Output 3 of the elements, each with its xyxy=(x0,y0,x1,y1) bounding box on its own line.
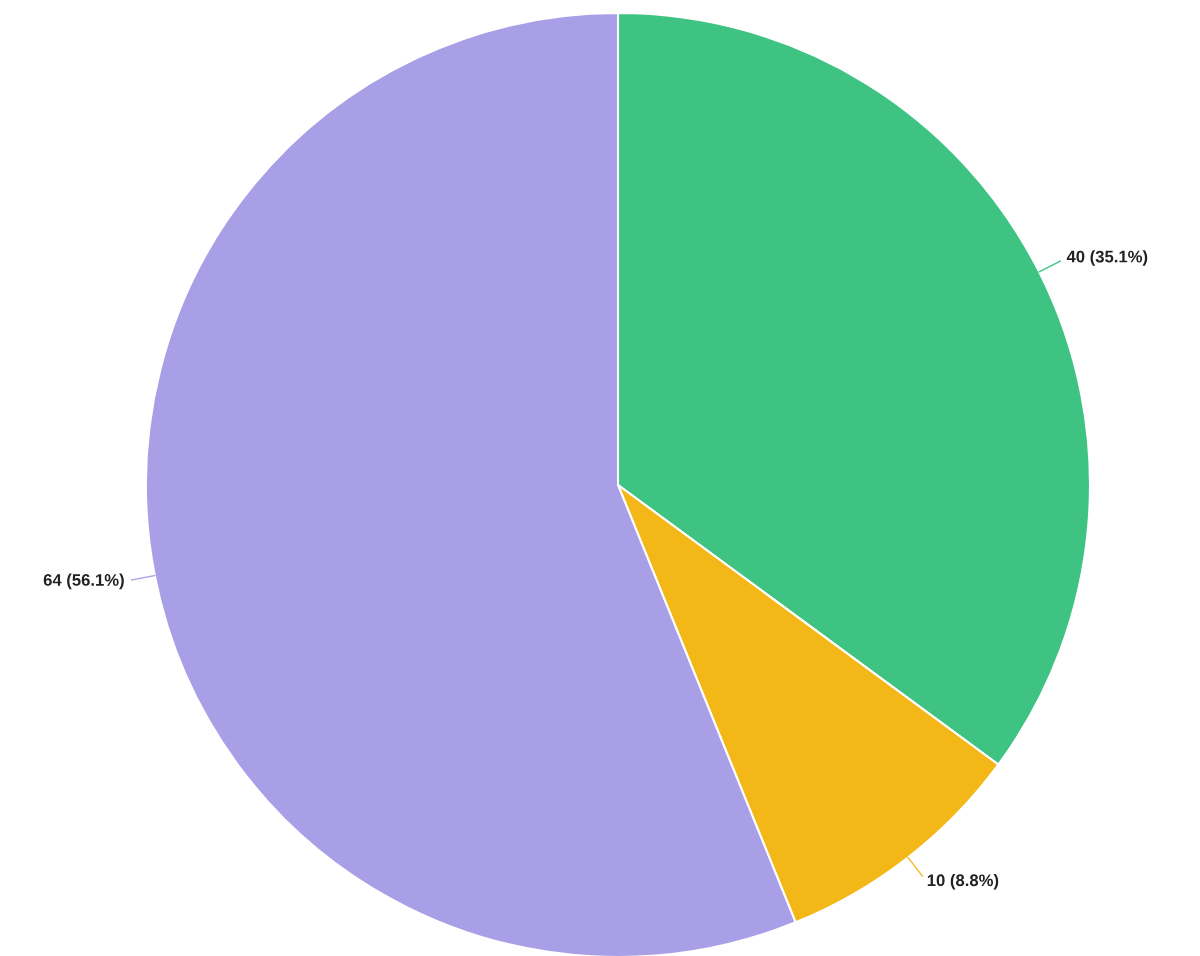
data-label: 64 (56.1%) xyxy=(43,573,124,590)
data-label: 10 (8.8%) xyxy=(927,873,999,890)
data-label: 40 (35.1%) xyxy=(1066,250,1148,266)
